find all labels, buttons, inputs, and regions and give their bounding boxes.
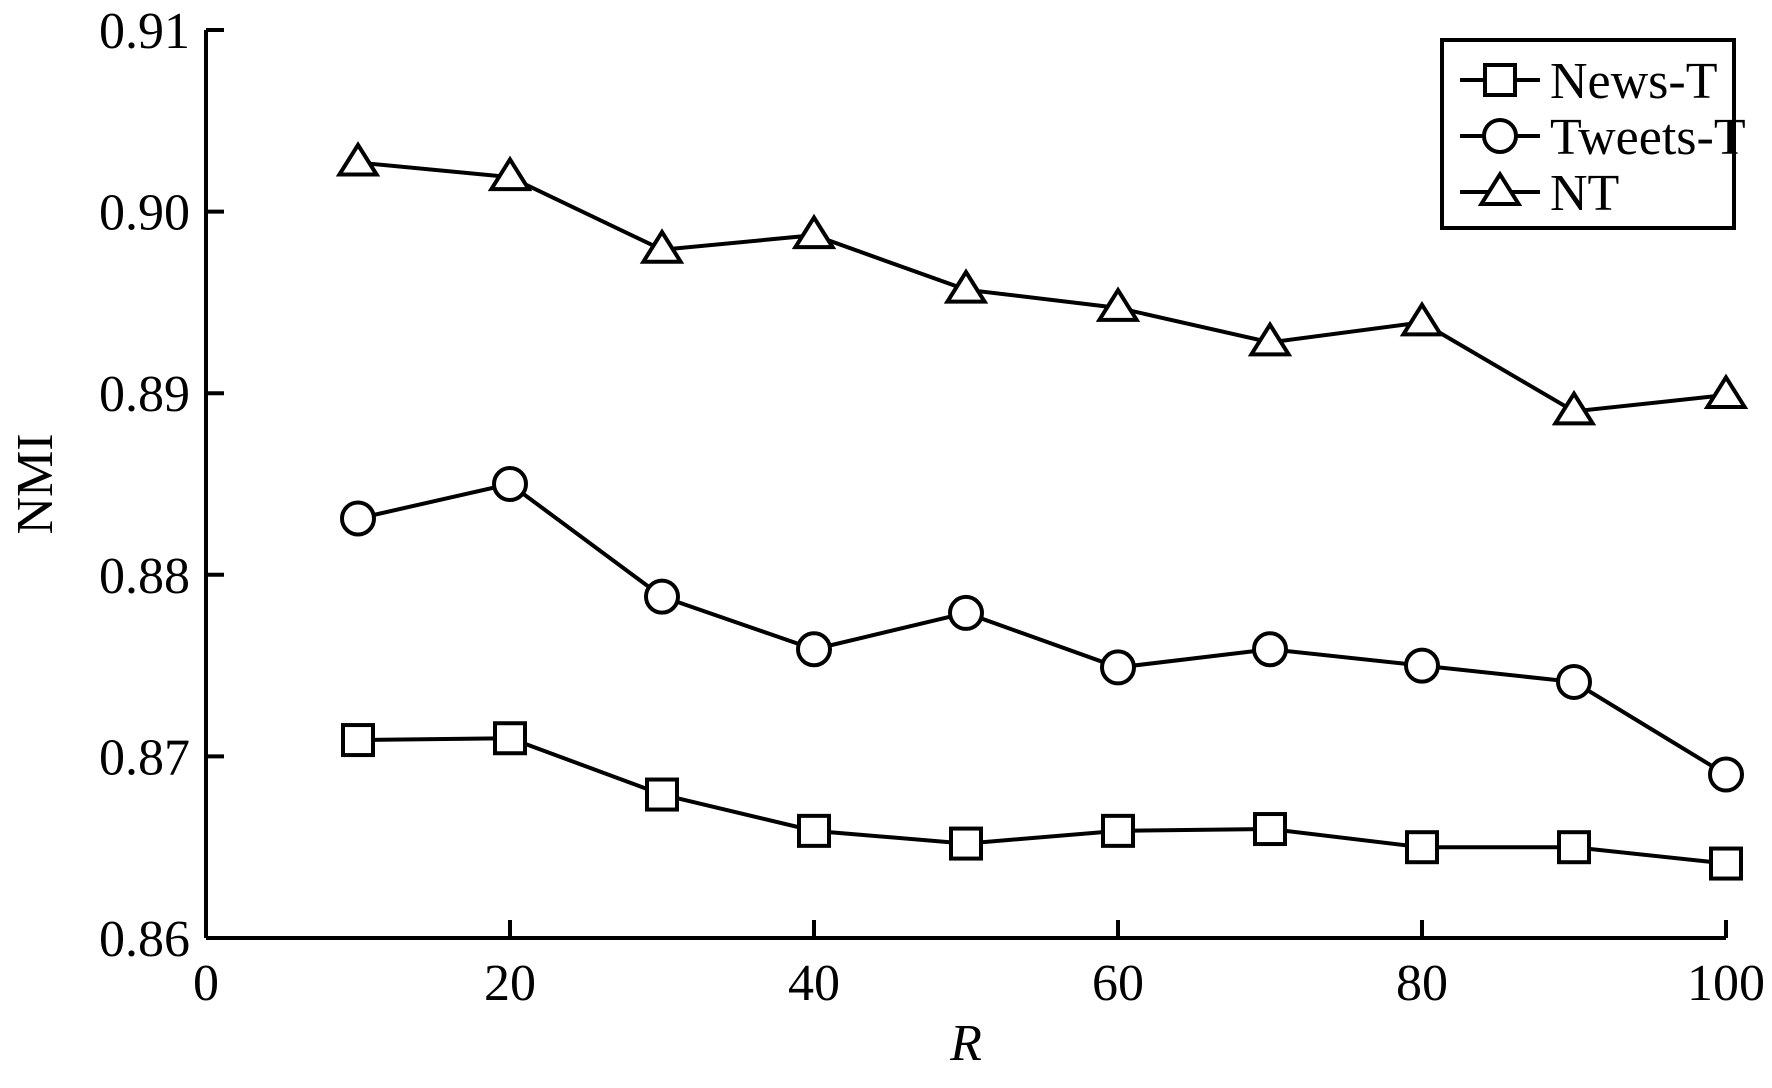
y-axis-title: NMI: [7, 433, 64, 534]
triangle-point: [1703, 373, 1749, 409]
series-news-t: [341, 721, 1743, 881]
circle-point: [948, 594, 984, 631]
triangle-point: [639, 228, 685, 264]
square-point: [949, 826, 983, 861]
circle-point: [492, 466, 528, 502]
series-layer: [335, 141, 1749, 881]
x-tick-label: 0: [193, 955, 219, 1012]
x-tick-label: 40: [788, 955, 840, 1012]
axes: 0.86 0.87 0.88 0.89 0.90 0.91 0 20 40 60 80 100 R NMI: [7, 3, 1765, 1072]
series-nt: [335, 141, 1749, 426]
square-point: [797, 813, 831, 848]
series-line: [357, 481, 1728, 777]
legend-label: Tweets-T: [1550, 109, 1746, 166]
x-tick-label: 60: [1092, 955, 1144, 1012]
y-tick-label: 0.87: [99, 729, 190, 786]
circle-point: [1708, 756, 1744, 793]
circle-point: [1404, 647, 1440, 684]
square-point: [1405, 830, 1439, 865]
legend-circle-marker: [1482, 118, 1518, 154]
square-point: [645, 777, 679, 812]
legend-square-marker: [1483, 63, 1517, 97]
triangle-point: [1095, 286, 1141, 322]
circle-point: [644, 578, 680, 615]
triangle-point: [943, 268, 989, 304]
circle-point: [796, 631, 832, 668]
legend-item: NT: [1460, 165, 1619, 222]
square-point: [1557, 830, 1591, 865]
circle-point: [1252, 631, 1288, 668]
triangle-point: [1399, 300, 1445, 337]
circle-point: [1556, 663, 1592, 700]
legend-label: News-T: [1550, 53, 1718, 110]
x-tick-label: 80: [1396, 955, 1448, 1012]
circle-point: [340, 500, 376, 537]
square-point: [341, 723, 375, 758]
legend-item: News-T: [1460, 53, 1718, 110]
triangle-point: [1247, 320, 1293, 357]
y-tick-label: 0.91: [99, 3, 190, 60]
circle-point: [1100, 649, 1136, 686]
legend-triangle-marker: [1477, 170, 1523, 206]
series-line: [357, 736, 1727, 866]
y-tick-label: 0.89: [99, 366, 190, 423]
triangle-point: [791, 213, 837, 250]
y-tick-label: 0.90: [99, 185, 190, 242]
triangle-point: [487, 155, 533, 192]
y-tick-label: 0.88: [99, 548, 190, 605]
x-tick-label: 100: [1687, 955, 1765, 1012]
square-point: [1709, 846, 1743, 881]
x-tick-label: 20: [484, 955, 536, 1012]
square-point: [493, 721, 527, 756]
legend-label: NT: [1550, 165, 1619, 222]
y-tick-label: 0.86: [99, 911, 190, 968]
square-point: [1253, 812, 1287, 847]
series-tweets-t: [340, 466, 1744, 793]
triangle-point: [335, 141, 381, 177]
x-axis-title: R: [949, 1015, 982, 1072]
triangle-point: [1551, 389, 1597, 426]
series-line: [357, 160, 1727, 414]
legend-item: Tweets-T: [1460, 109, 1746, 166]
square-point: [1101, 813, 1135, 848]
